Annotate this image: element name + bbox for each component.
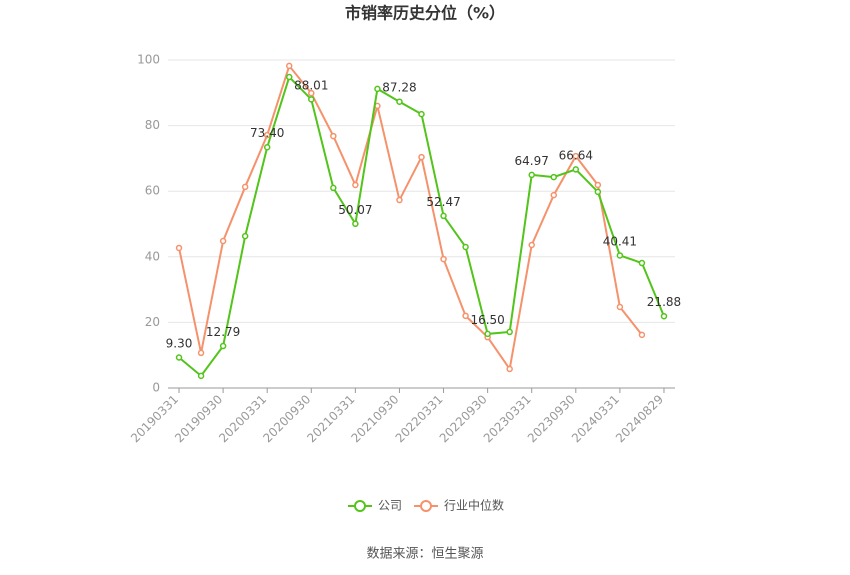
point xyxy=(550,173,558,181)
point xyxy=(219,237,227,245)
data-label: 52.47 xyxy=(426,195,460,209)
point xyxy=(594,188,602,196)
point xyxy=(285,62,293,70)
point xyxy=(330,184,337,192)
data-label: 21.88 xyxy=(647,295,681,309)
data-label: 64.97 xyxy=(515,154,549,168)
point xyxy=(462,312,469,320)
point xyxy=(572,152,580,160)
point xyxy=(396,196,403,204)
point xyxy=(440,212,447,220)
point xyxy=(418,153,425,161)
point xyxy=(241,232,249,240)
series-line xyxy=(178,63,643,372)
point xyxy=(528,171,535,179)
series-line xyxy=(178,75,665,378)
data-label: 88.01 xyxy=(294,78,328,92)
data-label: 66.64 xyxy=(559,148,593,162)
point xyxy=(638,331,646,339)
y-tick-label: 80 xyxy=(145,118,160,132)
point xyxy=(352,220,359,228)
data-label: 12.79 xyxy=(206,325,240,339)
point xyxy=(285,73,293,81)
point xyxy=(506,365,513,373)
point xyxy=(638,259,646,267)
x-tick-label: 20240829 xyxy=(613,392,666,445)
point xyxy=(616,252,624,259)
point xyxy=(308,96,315,103)
point xyxy=(418,110,425,118)
data-label: 87.28 xyxy=(382,81,416,95)
legend-label: 公司 xyxy=(378,499,402,513)
point xyxy=(594,181,602,189)
data-label: 50.07 xyxy=(338,203,372,217)
point xyxy=(197,349,205,357)
data-label: 73.40 xyxy=(250,126,284,140)
y-tick-label: 0 xyxy=(152,381,160,395)
point xyxy=(440,255,447,263)
point xyxy=(550,191,558,199)
point xyxy=(660,312,668,320)
legend-marker xyxy=(354,500,366,512)
point xyxy=(219,342,227,350)
data-label: 16.50 xyxy=(470,313,504,327)
y-tick-label: 40 xyxy=(145,249,160,263)
point xyxy=(572,166,580,173)
data-label: 9.30 xyxy=(166,336,193,350)
point xyxy=(263,131,271,139)
legend-marker xyxy=(420,500,433,512)
point xyxy=(352,181,359,189)
data-label: 40.41 xyxy=(603,234,637,248)
chart-title: 市销率历史分位（%） xyxy=(345,4,505,23)
point xyxy=(175,354,183,361)
point xyxy=(263,143,271,151)
y-tick-label: 20 xyxy=(145,315,160,329)
point xyxy=(197,372,205,380)
point xyxy=(330,132,337,140)
point xyxy=(484,330,491,338)
point xyxy=(175,244,183,252)
point xyxy=(396,98,403,105)
point xyxy=(308,89,315,97)
point xyxy=(528,241,535,249)
source-note: 数据来源：恒生聚源 xyxy=(366,547,483,562)
point xyxy=(462,243,469,251)
point xyxy=(241,183,249,191)
point xyxy=(506,328,513,336)
y-tick-label: 100 xyxy=(137,53,160,67)
point xyxy=(374,85,381,93)
y-tick-label: 60 xyxy=(145,184,160,198)
legend-label: 行业中位数 xyxy=(444,498,504,513)
point xyxy=(616,303,624,311)
